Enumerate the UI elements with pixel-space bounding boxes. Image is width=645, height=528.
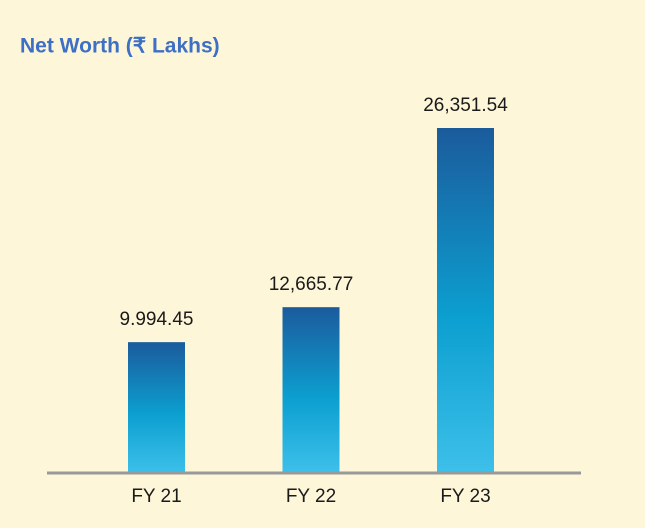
x-tick-label: FY 21 (131, 486, 181, 507)
value-label: 26,351.54 (423, 95, 508, 116)
chart-title: Net Worth (₹ Lakhs) (20, 35, 220, 58)
value-label: 12,665.77 (269, 274, 354, 295)
bar (282, 307, 340, 473)
bar (128, 342, 185, 473)
x-tick-label: FY 22 (286, 486, 336, 507)
x-tick-label: FY 23 (440, 486, 490, 507)
value-label: 9.994.45 (120, 309, 194, 330)
bar (437, 128, 494, 473)
